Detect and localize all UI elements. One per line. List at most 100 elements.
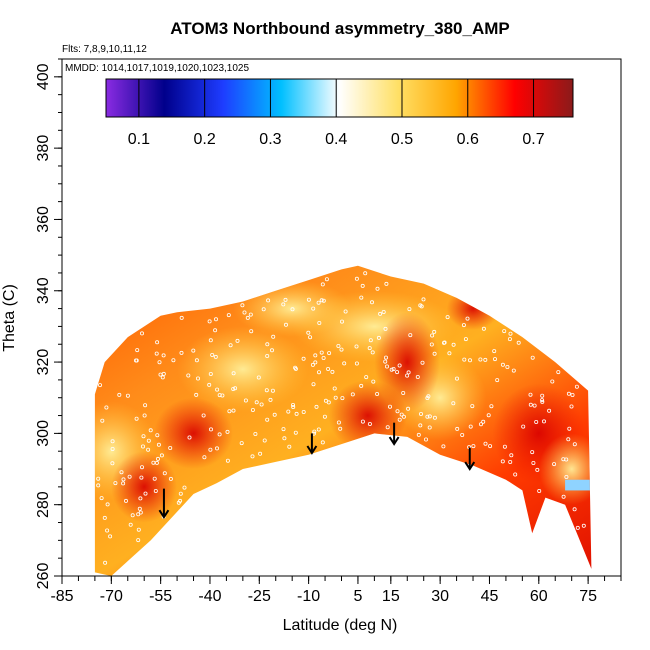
data-point [96,483,101,488]
data-point [397,363,402,368]
data-point [103,560,108,565]
data-point [534,419,539,424]
data-point [215,387,220,392]
x-tick-label: 5 [353,588,362,605]
data-point [179,350,184,355]
data-point [286,409,291,414]
data-point [194,392,199,397]
y-tick-label: 300 [35,420,52,447]
data-point [213,328,218,333]
data-point [418,411,423,416]
data-point [492,349,497,354]
data-point [227,409,232,414]
data-point [239,441,244,446]
data-point [214,446,219,451]
data-point [182,485,187,490]
data-point [383,355,388,360]
data-point [100,418,105,423]
data-point [486,413,491,418]
x-tick-label: 30 [431,588,449,605]
data-point [461,323,466,328]
data-point [317,320,322,325]
data-point [137,506,142,511]
data-point [108,534,113,539]
data-point [460,432,465,437]
data-point [350,392,355,397]
data-point [248,312,253,317]
data-point [407,307,412,312]
colorbar-tick-label: 0.4 [325,131,347,148]
data-point [432,329,437,334]
data-point [266,298,271,303]
data-point [467,358,472,363]
data-point [139,465,144,470]
data-point [282,436,287,441]
data-point [113,481,118,486]
data-point [416,432,421,437]
data-point [569,404,574,409]
data-point [405,373,410,378]
data-point [119,470,124,475]
data-point [389,367,394,372]
data-point [441,444,446,449]
data-point [406,370,411,375]
y-tick-label: 260 [35,563,52,590]
data-point [384,281,389,286]
data-point [231,408,236,413]
data-point [354,276,359,281]
data-point [507,337,512,342]
field-low-region [111,451,178,523]
data-point [427,414,432,419]
data-point [259,402,264,407]
data-point [168,476,173,481]
data-point [327,351,332,356]
data-point [231,386,236,391]
x-tick-label: -10 [297,588,320,605]
data-point [500,362,505,367]
data-point [207,382,212,387]
data-point [418,423,423,428]
data-point [157,360,162,365]
data-point [367,421,372,426]
x-tick-label: -25 [248,588,271,605]
data-point [265,417,270,422]
data-point [371,379,376,384]
data-point [161,353,166,358]
data-point [375,391,380,396]
data-point [401,414,406,419]
data-point [136,512,141,517]
field-high-region [538,433,592,505]
data-point [470,404,475,409]
data-point [454,376,459,381]
x-tick-label: 15 [382,588,400,605]
data-point [338,426,343,431]
data-point [301,356,306,361]
data-point [105,528,110,533]
data-point [136,527,141,532]
data-point [359,383,364,388]
data-point [421,297,426,302]
data-point [566,437,571,442]
data-point [155,340,160,345]
colorbar-tick-label: 0.6 [457,131,479,148]
data-point [451,342,456,347]
data-point [243,398,248,403]
data-point [148,428,153,433]
data-point [293,366,298,371]
data-point [462,357,467,362]
data-point [186,373,191,378]
arrow-markers [158,422,476,520]
arrow-head [464,461,476,471]
data-point [572,442,577,447]
data-point [502,444,507,449]
data-point [154,351,159,356]
data-point [110,446,115,451]
data-point [401,390,406,395]
data-point [242,310,247,315]
data-point [135,348,140,353]
data-point [441,340,446,345]
x-axis: -85 -70 -55 -40 -25 -10 5 15 30 45 60 75 [50,576,622,605]
colorbar-tick-label: 0.5 [391,131,413,148]
data-point [383,359,388,364]
arrow-marker [464,447,476,471]
